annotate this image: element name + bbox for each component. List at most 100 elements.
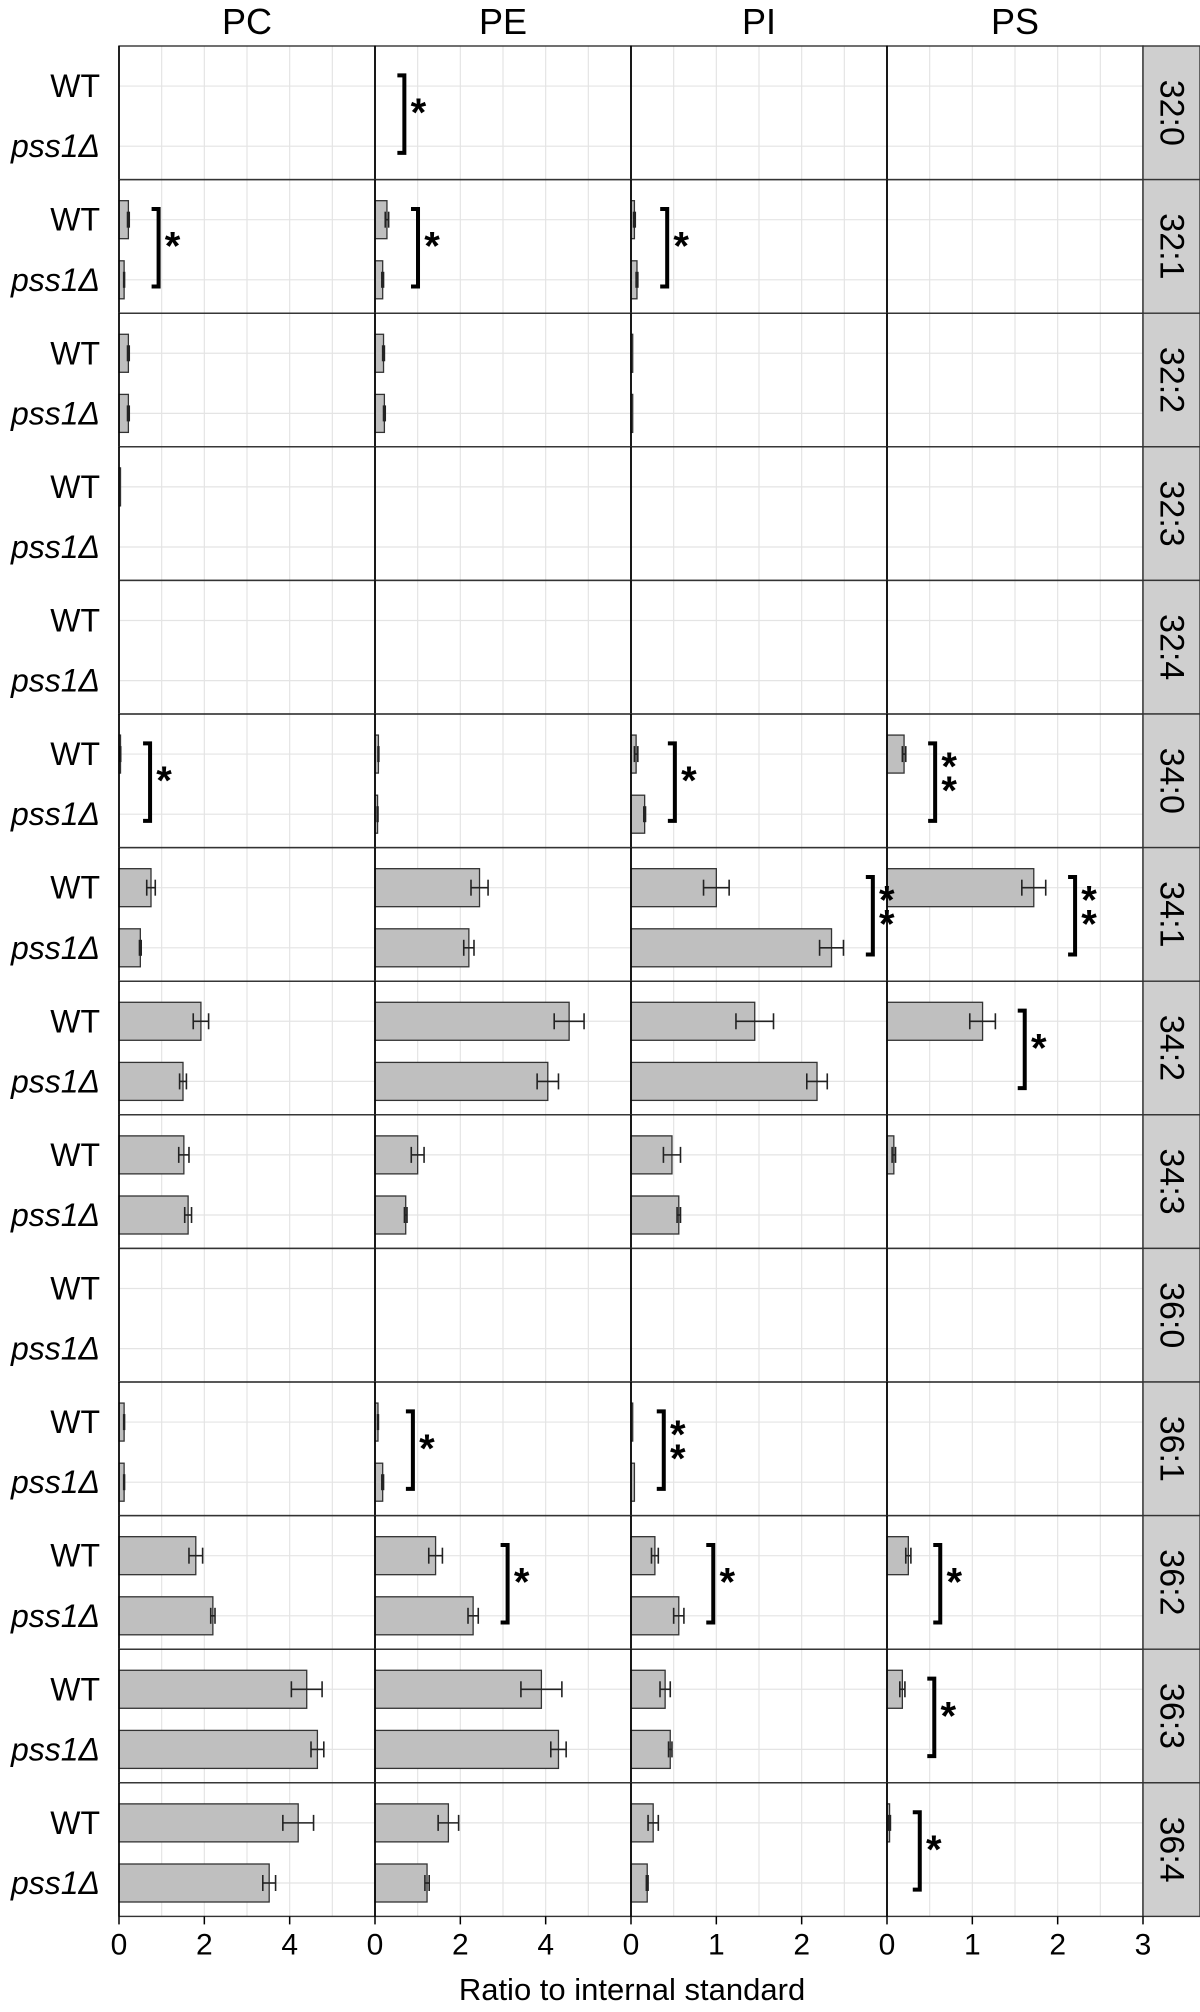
bar-wt-ps-34-2 xyxy=(886,1001,984,1041)
row-strip xyxy=(1142,312,1200,448)
row-strip-label-32-1: 32:1 xyxy=(1153,213,1191,279)
strain-label-wt: WT xyxy=(50,602,100,638)
row-strip-label-36-0: 36:0 xyxy=(1153,1282,1191,1348)
significance-bracket: * xyxy=(500,1542,530,1625)
row-strip xyxy=(1142,1514,1200,1650)
x-tick-label: 0 xyxy=(367,1928,384,1961)
x-tick-label: 2 xyxy=(196,1928,213,1961)
bar-wt-pc-34-1 xyxy=(118,868,152,908)
bracket-line xyxy=(397,73,407,155)
bar-pss1--pc-36-3 xyxy=(118,1729,319,1770)
bar-pss1--pe-34-1 xyxy=(374,928,470,968)
column-title-pe: PE xyxy=(479,1,527,42)
bracket-line xyxy=(411,206,421,289)
significance-label: * xyxy=(719,1561,735,1605)
strain-label-pss1-: pss1Δ xyxy=(10,1331,100,1367)
significance-bracket: ** xyxy=(865,874,895,957)
row-strip-label-34-0: 34:0 xyxy=(1153,748,1191,814)
bar-wt-ps-34-1 xyxy=(886,868,1035,908)
bar-wt-pe-36-3 xyxy=(374,1669,543,1709)
bracket-line xyxy=(928,741,938,823)
significance-label: * xyxy=(879,903,895,947)
x-tick-label: 0 xyxy=(111,1928,128,1961)
x-tick-label: 2 xyxy=(452,1928,469,1961)
significance-label: * xyxy=(424,225,440,269)
strain-label-pss1-: pss1Δ xyxy=(10,663,100,699)
bar-pss1--pi-36-2 xyxy=(630,1596,680,1636)
bar-wt-pe-34-1 xyxy=(374,868,481,908)
bar-wt-pc-36-2 xyxy=(118,1536,197,1576)
strain-label-wt: WT xyxy=(50,1404,100,1440)
significance-label: * xyxy=(670,1437,686,1481)
strain-label-pss1-: pss1Δ xyxy=(10,1464,100,1500)
significance-bracket: * xyxy=(143,741,172,823)
strain-label-pss1-: pss1Δ xyxy=(10,262,100,298)
strain-label-pss1-: pss1Δ xyxy=(10,1598,100,1634)
row-strip xyxy=(1142,45,1200,181)
bracket-line xyxy=(656,1409,666,1491)
strain-label-pss1-: pss1Δ xyxy=(10,1197,100,1233)
bracket-line xyxy=(865,874,875,957)
bar-wt-pi-34-1 xyxy=(630,868,717,908)
row-strip-label-36-1: 36:1 xyxy=(1153,1416,1191,1482)
bar-wt-pe-36-2 xyxy=(374,1536,437,1576)
row-strip xyxy=(1142,1648,1200,1784)
strain-label-wt: WT xyxy=(50,1805,100,1841)
x-tick-label: 0 xyxy=(623,1928,640,1961)
strain-label-wt: WT xyxy=(50,1538,100,1574)
significance-label: * xyxy=(946,1561,962,1605)
row-strip-label-34-2: 34:2 xyxy=(1153,1015,1191,1081)
bar-pss1--pc-36-4 xyxy=(118,1863,270,1903)
strain-label-pss1-: pss1Δ xyxy=(10,529,100,565)
strain-label-wt: WT xyxy=(50,1671,100,1707)
frame-layer xyxy=(118,45,1144,1918)
significance-label: * xyxy=(1031,1026,1047,1070)
row-strip xyxy=(1142,1381,1200,1517)
bracket-line xyxy=(143,741,153,823)
row-strip-label-36-4: 36:4 xyxy=(1153,1817,1191,1883)
bar-layer xyxy=(118,200,1047,1903)
bracket-line xyxy=(1068,874,1078,957)
column-title-pc: PC xyxy=(222,1,272,42)
bracket-line xyxy=(933,1542,943,1625)
x-tick-label: 2 xyxy=(1049,1928,1066,1961)
x-tick-label: 4 xyxy=(537,1928,554,1961)
row-strip-label-34-1: 34:1 xyxy=(1153,881,1191,947)
significance-bracket: * xyxy=(1017,1008,1047,1091)
significance-label: * xyxy=(411,91,427,135)
significance-label: * xyxy=(1081,903,1097,947)
bar-pss1--pi-34-2 xyxy=(630,1061,818,1102)
significance-label: * xyxy=(681,759,697,803)
strain-label-pss1-: pss1Δ xyxy=(10,1731,100,1767)
row-strip-label-36-2: 36:2 xyxy=(1153,1549,1191,1615)
significance-label: * xyxy=(165,225,181,269)
column-title-ps: PS xyxy=(991,1,1039,42)
strain-label-wt: WT xyxy=(50,68,100,104)
bar-wt-ps-34-0 xyxy=(886,734,905,774)
bracket-line xyxy=(927,1676,937,1759)
bar-pss1--pi-34-3 xyxy=(630,1195,680,1235)
strain-label-wt: WT xyxy=(50,335,100,371)
label-layer: PC PE PI PS WT pss1Δ WT pss1Δ WT pss1Δ WT pss1Δ WT ps… xyxy=(10,1,1151,1961)
strain-label-wt: WT xyxy=(50,469,100,505)
bar-wt-pc-34-2 xyxy=(118,1001,202,1041)
significance-label: * xyxy=(941,745,957,789)
x-tick-label: 4 xyxy=(281,1928,298,1961)
bar-wt-pc-36-4 xyxy=(118,1803,299,1843)
significance-label: * xyxy=(940,1694,956,1738)
significance-label: * xyxy=(514,1561,530,1605)
bar-wt-pc-34-3 xyxy=(118,1135,185,1175)
strain-label-wt: WT xyxy=(50,1137,100,1173)
significance-label: * xyxy=(879,879,895,923)
strain-label-wt: WT xyxy=(50,1270,100,1306)
bar-pss1--pe-36-3 xyxy=(374,1729,560,1770)
x-tick-label: 1 xyxy=(964,1928,981,1961)
significance-label: * xyxy=(1081,879,1097,923)
significance-bracket: * xyxy=(405,1409,435,1491)
row-strip-label-34-3: 34:3 xyxy=(1153,1149,1191,1215)
bar-pss1--pc-36-2 xyxy=(118,1596,214,1636)
row-strip xyxy=(1142,1782,1200,1918)
strain-label-pss1-: pss1Δ xyxy=(10,395,100,431)
strain-label-pss1-: pss1Δ xyxy=(10,796,100,832)
